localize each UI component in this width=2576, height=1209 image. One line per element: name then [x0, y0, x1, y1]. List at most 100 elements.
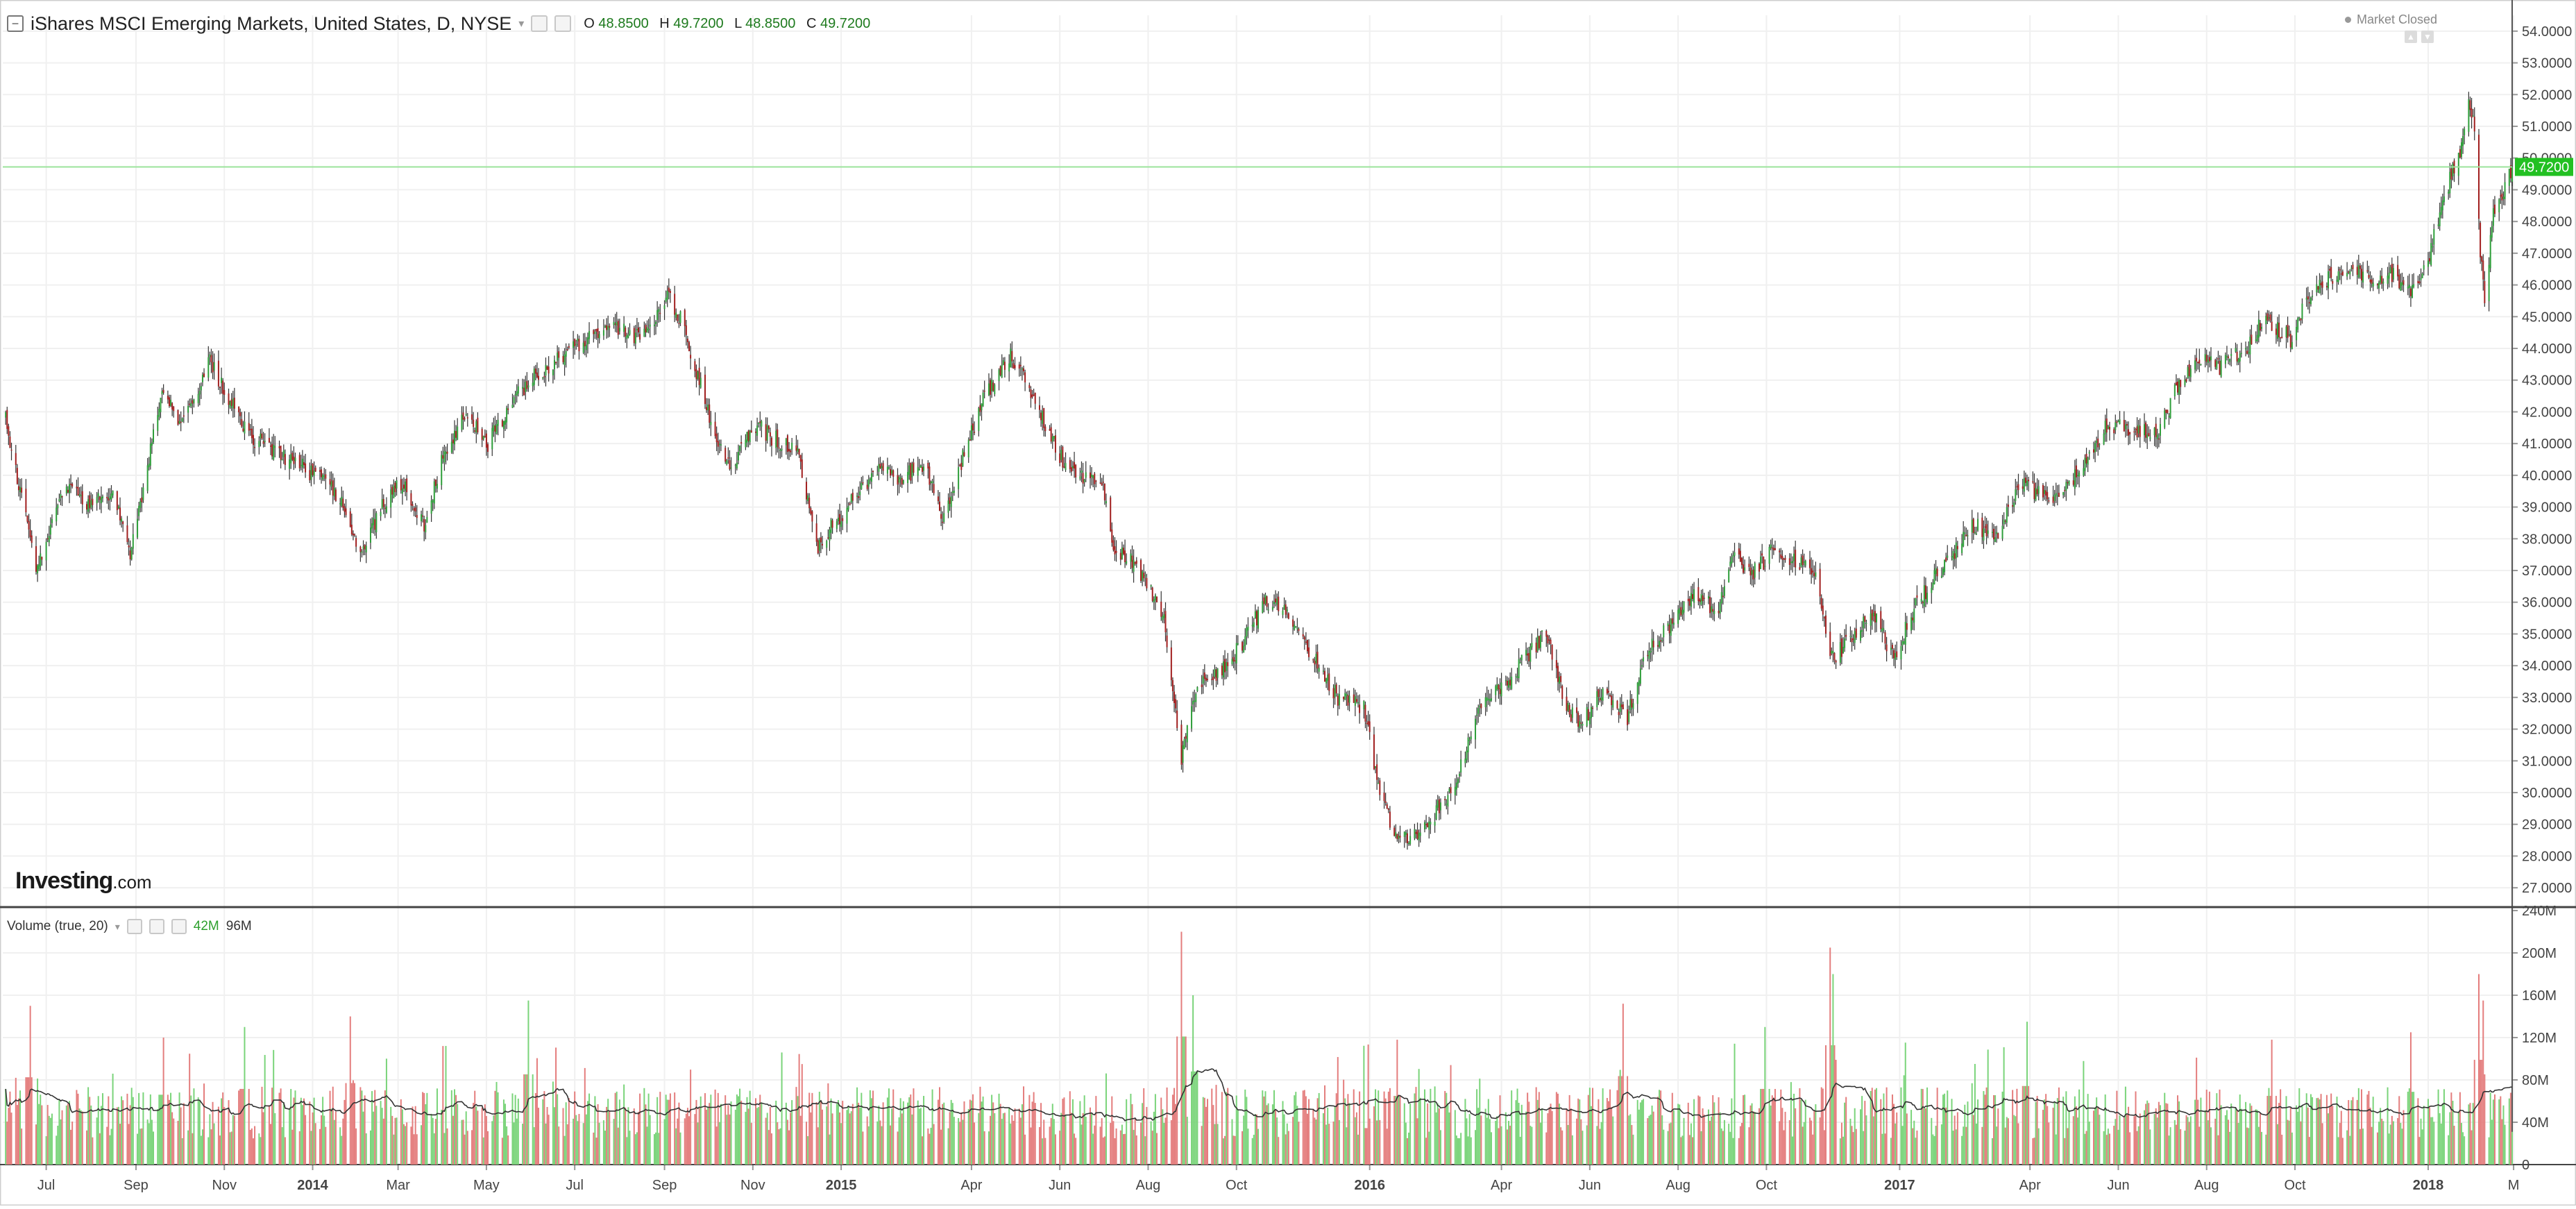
candle-up: [2489, 235, 2491, 269]
volume-bar: [2219, 1089, 2221, 1165]
candle-up: [1318, 668, 1320, 672]
collapse-icon[interactable]: −: [7, 15, 24, 32]
candle-up: [1641, 665, 1643, 667]
candle-down: [2042, 484, 2044, 498]
candle-up: [1163, 614, 1165, 618]
candle-up: [1713, 610, 1715, 614]
candle-up: [1530, 646, 1532, 662]
candle-down: [354, 534, 356, 536]
candle-up: [1375, 766, 1377, 768]
logo-main: Investing: [15, 868, 113, 894]
candle-up: [1683, 601, 1685, 613]
candle-up: [1643, 657, 1645, 661]
candle-down: [1580, 722, 1582, 724]
hide-icon[interactable]: [554, 15, 572, 32]
volume-bar: [405, 1126, 407, 1165]
candle-up: [445, 452, 447, 455]
volume-bar: [1981, 1126, 1983, 1165]
volume-bar: [1519, 1137, 1521, 1165]
candle-down: [811, 511, 813, 522]
volume-bar: [2092, 1110, 2094, 1165]
candle-up: [1559, 677, 1561, 684]
volume-bar: [117, 1106, 119, 1165]
candle-up: [1500, 682, 1502, 697]
candle-up: [1470, 736, 1472, 740]
candle-up: [1273, 602, 1275, 604]
volume-bar: [1863, 1131, 1865, 1165]
candle-down: [446, 451, 448, 454]
volume-bar: [2220, 1105, 2222, 1165]
candle-down: [1884, 632, 1886, 644]
volume-bar: [575, 1115, 577, 1165]
x-tick-label: Jun: [1579, 1178, 1601, 1193]
candle-down: [1912, 617, 1914, 620]
candle-up: [1518, 659, 1520, 679]
volume-bar: [258, 1133, 260, 1165]
x-tick-label: Aug: [2194, 1178, 2219, 1193]
chevron-down-icon[interactable]: ▾: [518, 18, 525, 30]
x-tick-label: 2016: [1354, 1178, 1385, 1193]
candle-up: [898, 476, 900, 483]
volume-title[interactable]: Volume (true, 20): [7, 919, 108, 933]
volume-bar: [153, 1131, 155, 1165]
candle-down: [543, 376, 545, 378]
volume-bar: [1947, 1090, 1949, 1165]
volume-bar: [330, 1108, 332, 1165]
volume-bar: [183, 1103, 185, 1165]
candle-down: [1306, 640, 1308, 652]
candle-up: [2210, 356, 2212, 361]
candle-down: [625, 328, 627, 337]
scroll-up-icon[interactable]: ▲: [2405, 31, 2417, 43]
candle-down: [1094, 473, 1096, 484]
candle-down: [1538, 636, 1540, 649]
volume-bar: [1226, 1092, 1228, 1165]
volume-bar: [666, 1099, 668, 1165]
volume-bar: [423, 1092, 425, 1165]
volume-bar: [2452, 1101, 2454, 1165]
candle-down: [29, 530, 31, 537]
volume-bar: [1275, 1108, 1277, 1165]
candle-down: [402, 484, 405, 489]
candle-down: [1211, 679, 1213, 680]
volume-bar: [2281, 1134, 2283, 1165]
candle-up: [1464, 758, 1466, 763]
volume-bar: [902, 1101, 904, 1165]
volume-bar: [1409, 1104, 1412, 1165]
candle-up: [2187, 366, 2189, 378]
volume-bar: [457, 1104, 459, 1165]
volume-settings-icon[interactable]: [126, 919, 142, 934]
candle-down: [1738, 548, 1740, 555]
volume-bar: [979, 1086, 981, 1165]
volume-bar: [334, 1111, 337, 1165]
volume-bar: [2332, 1106, 2334, 1165]
volume-bar: [2197, 1099, 2199, 1165]
candle-up: [1505, 679, 1507, 682]
volume-hide-icon[interactable]: [149, 919, 164, 934]
candle-up: [1338, 693, 1340, 706]
volume-bar: [1312, 1108, 1314, 1165]
candle-down: [67, 489, 69, 493]
volume-bar: [38, 1104, 40, 1165]
volume-bar: [1984, 1094, 1986, 1165]
settings-icon[interactable]: [531, 15, 548, 32]
candle-down: [1050, 427, 1052, 442]
volume-bar: [393, 1134, 395, 1165]
volume-chevron-icon[interactable]: ▾: [115, 920, 120, 932]
volume-bar: [2084, 1133, 2086, 1165]
candle-down: [501, 420, 503, 427]
symbol-title[interactable]: iShares MSCI Emerging Markets, United St…: [31, 12, 512, 34]
volume-bar: [2180, 1128, 2182, 1165]
candle-down: [1018, 364, 1020, 369]
candle-up: [1933, 570, 1935, 584]
volume-bar: [501, 1138, 503, 1165]
volume-bar: [310, 1131, 312, 1165]
candle-up: [2255, 339, 2257, 341]
volume-close-icon[interactable]: [171, 919, 187, 934]
volume-bar: [1468, 1114, 1471, 1165]
candle-up: [2288, 334, 2290, 336]
candle-down: [394, 482, 396, 493]
scroll-down-icon[interactable]: ▼: [2421, 31, 2434, 43]
volume-bar: [978, 1113, 980, 1165]
volume-bar: [116, 1107, 118, 1165]
